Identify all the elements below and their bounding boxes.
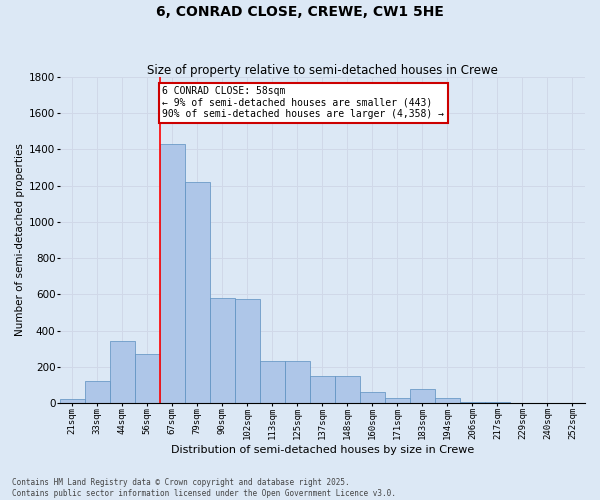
Bar — [134, 354, 160, 403]
Title: Size of property relative to semi-detached houses in Crewe: Size of property relative to semi-detach… — [147, 64, 498, 77]
Text: 6, CONRAD CLOSE, CREWE, CW1 5HE: 6, CONRAD CLOSE, CREWE, CW1 5HE — [156, 5, 444, 19]
Bar — [235, 299, 260, 403]
Bar — [485, 402, 510, 403]
Text: 6 CONRAD CLOSE: 58sqm
← 9% of semi-detached houses are smaller (443)
90% of semi: 6 CONRAD CLOSE: 58sqm ← 9% of semi-detac… — [162, 86, 444, 120]
Bar — [160, 144, 185, 403]
Y-axis label: Number of semi-detached properties: Number of semi-detached properties — [15, 144, 25, 336]
Bar — [59, 400, 85, 403]
Bar — [385, 398, 410, 403]
Bar — [435, 398, 460, 403]
Text: Contains HM Land Registry data © Crown copyright and database right 2025.
Contai: Contains HM Land Registry data © Crown c… — [12, 478, 396, 498]
Bar — [460, 402, 485, 403]
X-axis label: Distribution of semi-detached houses by size in Crewe: Distribution of semi-detached houses by … — [170, 445, 474, 455]
Bar — [210, 298, 235, 403]
Bar — [260, 362, 285, 403]
Bar — [335, 376, 360, 403]
Bar — [285, 362, 310, 403]
Bar — [185, 182, 210, 403]
Bar — [410, 388, 435, 403]
Bar — [360, 392, 385, 403]
Bar — [310, 376, 335, 403]
Bar — [85, 382, 110, 403]
Bar — [110, 342, 134, 403]
